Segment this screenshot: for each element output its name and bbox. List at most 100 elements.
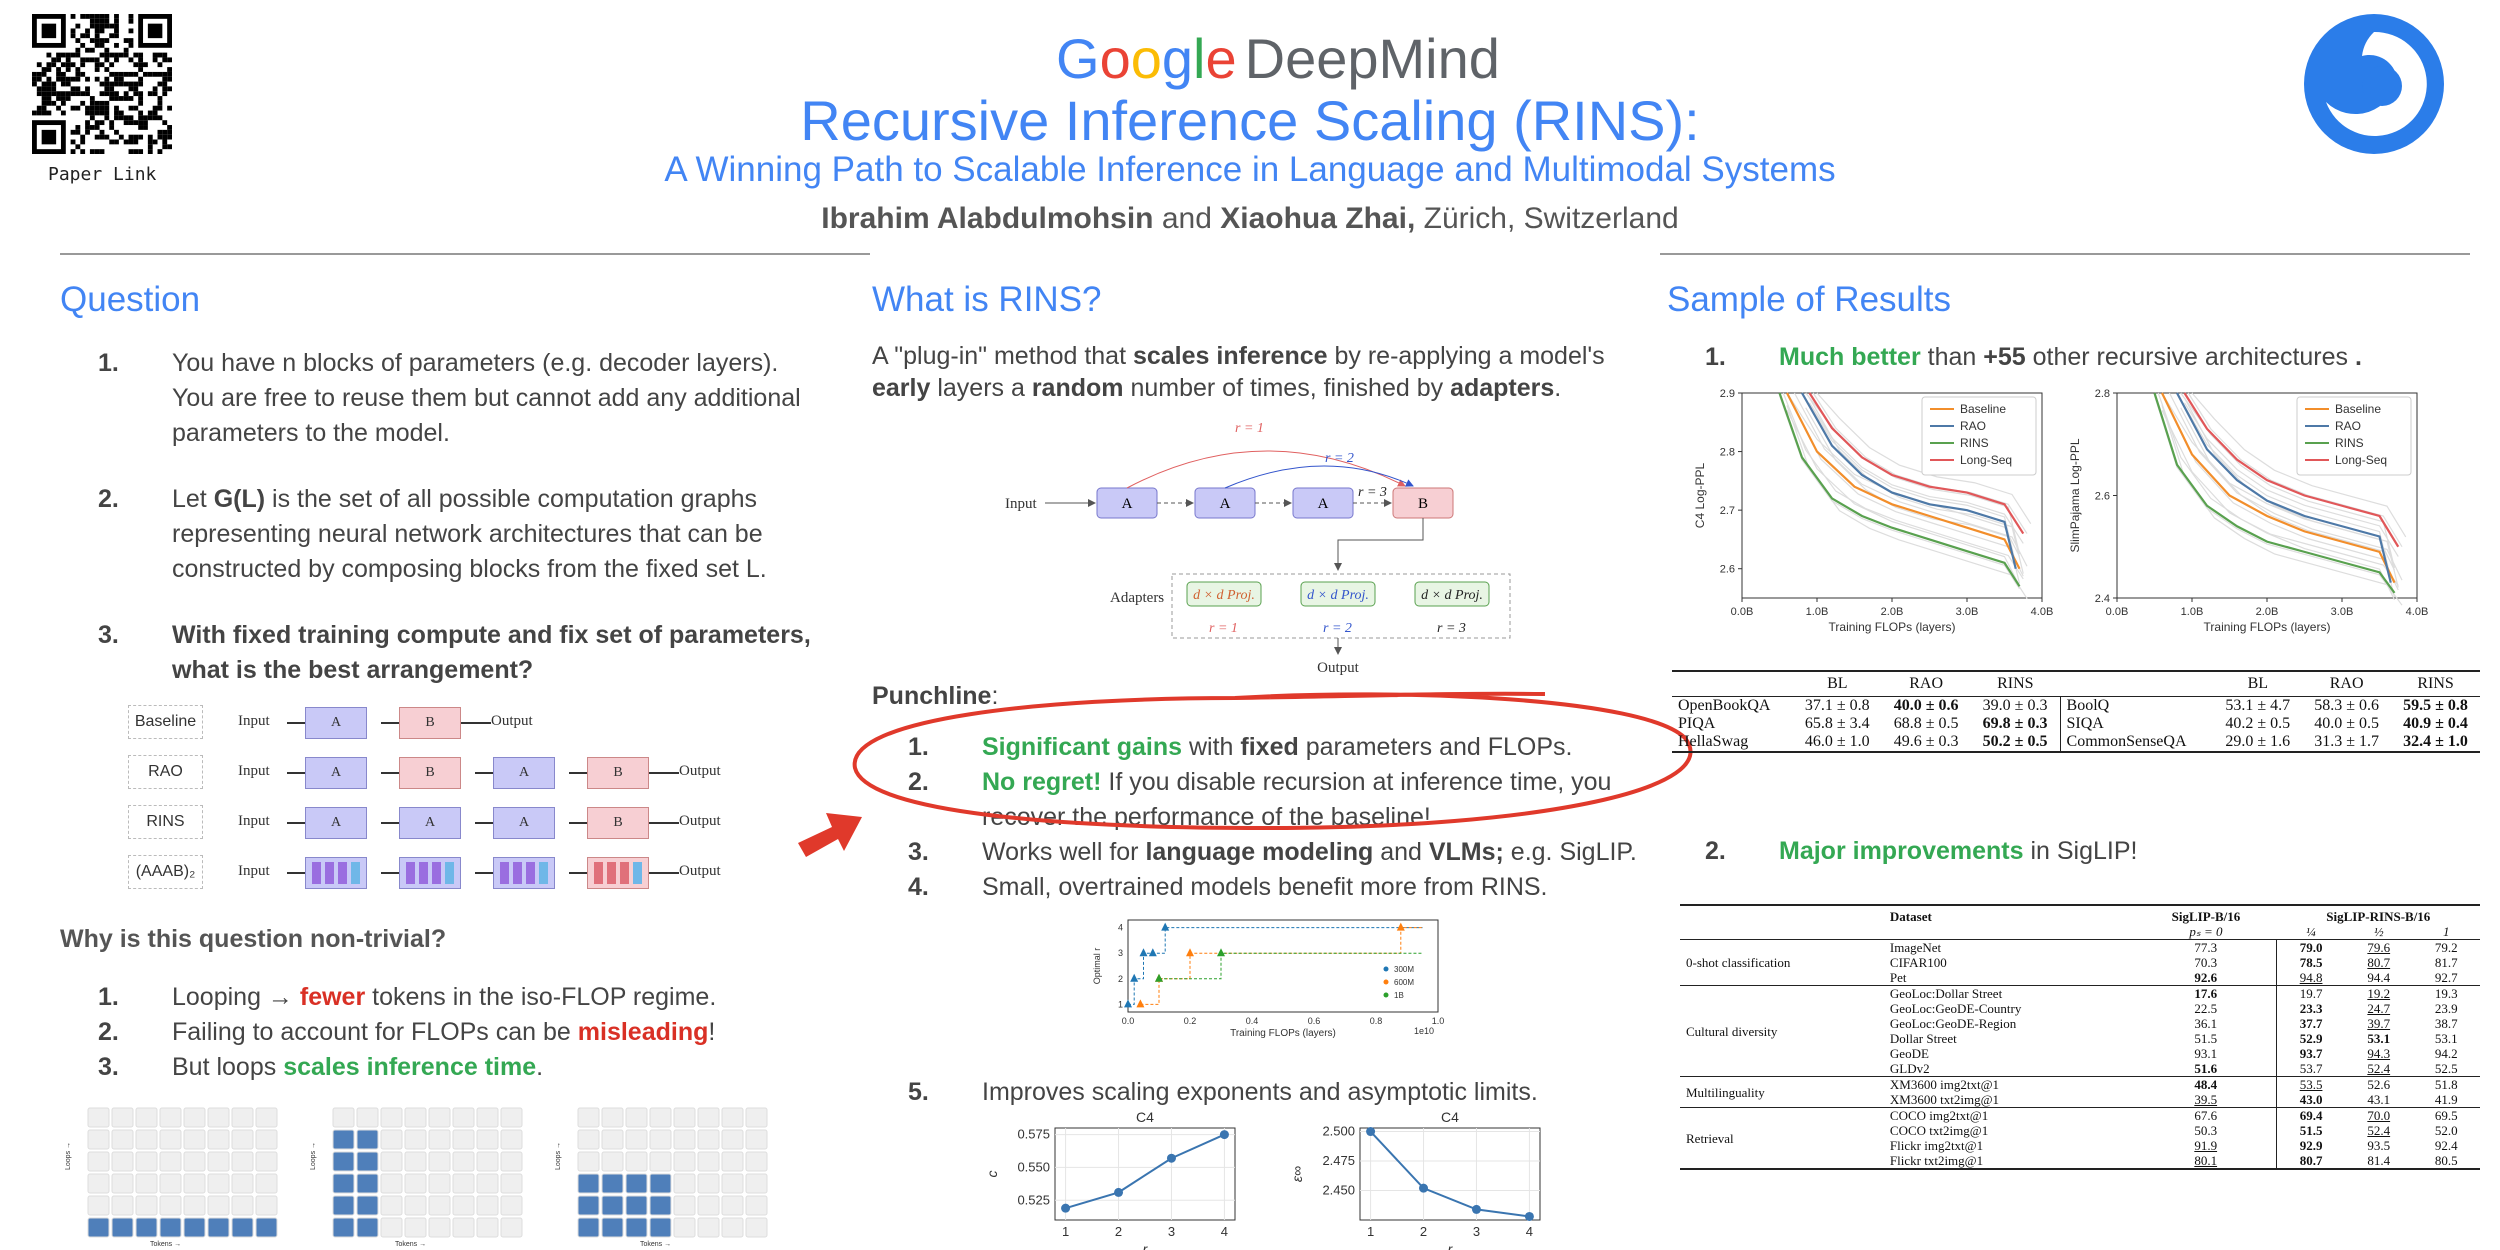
grid-cell [476,1173,499,1194]
qr-module [114,105,119,111]
qr-module [118,81,124,87]
x-axis-label: Training FLOPs (layers) [1829,620,1956,634]
green-run: Major improvements [1779,837,2024,865]
table-cell: Dollar Street [1889,1031,1957,1046]
arch-sub-block [312,862,321,884]
arch-block: B [587,757,649,789]
table-header-row: BL RAO RINS BL RAO RINS [1672,671,2480,697]
qr-module [99,42,105,48]
bold-run: G(L) [213,485,266,513]
table-header-cell: BL [2247,675,2269,692]
table-cell: 39.5 [2135,1092,2278,1108]
qr-module [94,125,100,130]
series-line-long-seq [2183,392,2400,548]
table-cell: 19.3 [2434,986,2458,1001]
series-line-baseline [2161,392,2396,584]
qr-module [75,129,81,135]
table-cell: 23.3 [2299,1001,2323,1016]
text-run: . [536,1053,544,1081]
grid-cell [135,1195,158,1216]
google-letter: g [1161,27,1194,90]
qr-module [85,129,90,135]
table-header-cell [2060,671,2213,697]
x-tick-label: 2 [1115,1224,1122,1239]
table-header-cell [1672,671,1793,697]
grid-cell [231,1217,254,1238]
c4-logppl-chart: 0.0B 1.0B 2.0B 3.0B 4.0B 2.6 2.7 2.8 2.9 Training… [1693,388,2053,634]
x-tick-label: 0.0B [2106,606,2129,618]
item-number: 4. [908,873,929,901]
diagram-block-label: A [1220,496,1231,512]
table-row: GeoDE 93.1 93.7 94.3 94.2 [1680,1046,2480,1061]
grid-cell [649,1217,672,1238]
arch-block [305,857,367,889]
text-run: Failing to account for FLOPs can be [172,1018,578,1046]
commonsense-table-wrap: BL RAO RINS BL RAO RINS OpenBookQA 37.1 ± 0.8 40… [1672,670,2480,753]
grid-cell [625,1217,648,1238]
qr-module [104,14,110,19]
qr-module [70,149,76,154]
grid-cell [452,1195,475,1216]
text-run: other recursive architectures [2025,343,2355,371]
qr-module [104,18,110,24]
green-run: scales inference time [283,1053,537,1081]
qr-module [128,38,134,43]
table-cell: 43.0 [2299,1092,2323,1107]
text-run: . [1554,374,1562,402]
arch-sub-block [419,862,428,884]
table-cell: 92.6 [2135,970,2278,986]
qr-module [118,134,124,140]
qr-module [46,100,52,106]
optr-frame [1127,919,1439,1013]
qr-module [157,96,163,101]
grid-cell [356,1107,379,1128]
qr-module [109,33,115,39]
qr-code[interactable] [32,14,172,154]
grid-cell [476,1107,499,1128]
qr-module [89,105,95,111]
arch-input-label: Input [238,713,270,729]
table-cell: 92.4 [2434,1138,2458,1153]
qr-module [138,57,144,63]
diagram-adapters-label: Adapters [1110,590,1164,606]
background-curve [1790,400,2024,577]
table-header-cell: RAO [1909,675,1944,692]
qr-module [123,47,129,53]
grid-panel-2: Loops → Tokens → [310,1107,523,1248]
qr-module [143,125,148,130]
background-curve [2153,395,2395,596]
series-line-baseline [1786,392,2021,570]
qr-module [85,28,90,34]
y-tick-label: 2 [1118,974,1123,984]
c-exponent-chart: 0.525 0.550 0.575 1 2 3 4 C4 r c [985,1109,1236,1250]
table-row: Pet 92.6 94.8 94.4 92.7 [1680,970,2480,986]
grid-cell [745,1107,768,1128]
qr-module [162,120,168,126]
x-tick-label: 1.0B [1806,606,1829,618]
bold-run: fixed [1240,733,1299,761]
arch-sub-block [351,862,360,884]
qr-module [60,100,66,106]
qr-module [118,96,124,101]
qr-module [94,42,100,48]
table-cell: 53.1 ± 4.7 [2225,697,2291,714]
data-point [1524,1211,1534,1221]
grid-cell [332,1151,355,1172]
qr-module [60,76,66,82]
qr-module [128,120,134,126]
bold-run: +55 [1983,343,2026,371]
table-cell: CommonSenseQA [2059,733,2214,752]
grid-axis-x-label: Tokens → [395,1241,426,1248]
arch-sub-block [620,862,629,884]
qr-module [109,139,115,145]
series-line-rao [2176,392,2392,583]
adapter-proj-label: d × d Proj. [1421,588,1483,603]
grid-cell [721,1129,744,1150]
qr-module [99,120,105,126]
qr-module [32,81,37,87]
x-tick-label: 1 [1062,1224,1069,1239]
arch-block [493,857,555,889]
x-tick-label: 3 [1168,1224,1175,1239]
grid-cell [577,1195,600,1216]
qr-module [167,144,172,150]
